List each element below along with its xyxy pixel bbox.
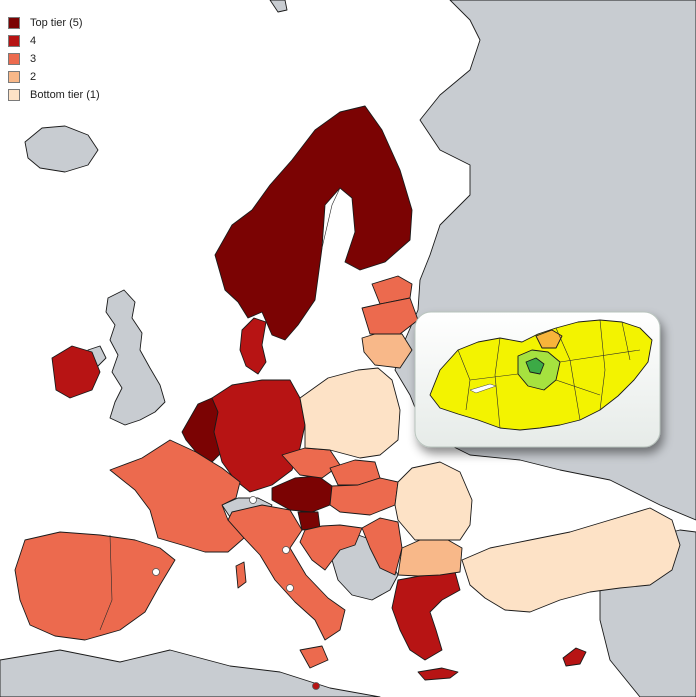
tier-1-countries bbox=[299, 367, 681, 613]
croatia bbox=[299, 524, 363, 571]
spain-portugal bbox=[14, 531, 176, 641]
romania bbox=[394, 461, 473, 541]
inset-county-orange bbox=[535, 329, 563, 349]
city-marker bbox=[152, 568, 160, 576]
france bbox=[109, 439, 245, 553]
ireland bbox=[51, 345, 101, 399]
turkey bbox=[461, 507, 681, 613]
legend-label: Top tier (5) bbox=[30, 17, 83, 29]
inset-lake-balaton bbox=[469, 383, 497, 394]
legend-item-tier-4: 4 bbox=[8, 32, 100, 50]
crete bbox=[417, 667, 459, 681]
serbia bbox=[361, 517, 403, 576]
legend-item-tier-1: Bottom tier (1) bbox=[8, 86, 100, 104]
svalbard-fragment bbox=[269, 0, 288, 13]
map-legend: Top tier (5) 4 3 2 Bottom tier (1) bbox=[8, 14, 100, 104]
iceland-landmass bbox=[24, 125, 99, 173]
legend-swatch bbox=[8, 53, 20, 65]
poland bbox=[299, 367, 401, 459]
legend-item-tier-5: Top tier (5) bbox=[8, 14, 100, 32]
legend-label: Bottom tier (1) bbox=[30, 89, 100, 101]
legend-item-tier-2: 2 bbox=[8, 68, 100, 86]
tier-2-countries bbox=[361, 333, 463, 577]
legend-label: 4 bbox=[30, 35, 37, 47]
hungary-inset bbox=[414, 311, 661, 448]
legend-swatch bbox=[8, 17, 20, 29]
tier-5-countries bbox=[181, 105, 413, 531]
legend-label: 2 bbox=[30, 71, 37, 83]
corsica bbox=[235, 561, 247, 589]
cyprus bbox=[562, 647, 587, 667]
bulgaria bbox=[397, 539, 463, 577]
lithuania bbox=[361, 333, 413, 369]
city-marker bbox=[312, 682, 320, 690]
city-marker bbox=[249, 496, 257, 504]
inset-county-budapest bbox=[525, 357, 545, 375]
britain-landmass bbox=[105, 289, 166, 426]
italy bbox=[227, 504, 346, 641]
legend-swatch bbox=[8, 89, 20, 101]
city-markers bbox=[152, 496, 320, 690]
legend-swatch bbox=[8, 71, 20, 83]
city-marker bbox=[286, 584, 294, 592]
north-africa-landmass bbox=[0, 649, 381, 697]
tier-4-countries bbox=[51, 317, 587, 681]
germany bbox=[211, 379, 306, 493]
estonia bbox=[371, 275, 413, 305]
internal-borders bbox=[99, 187, 361, 631]
legend-item-tier-3: 3 bbox=[8, 50, 100, 68]
legend-label: 3 bbox=[30, 53, 37, 65]
sicily bbox=[299, 645, 329, 669]
city-marker bbox=[282, 546, 290, 554]
denmark bbox=[239, 317, 267, 375]
tier-3-countries bbox=[14, 275, 419, 669]
legend-swatch bbox=[8, 35, 20, 47]
